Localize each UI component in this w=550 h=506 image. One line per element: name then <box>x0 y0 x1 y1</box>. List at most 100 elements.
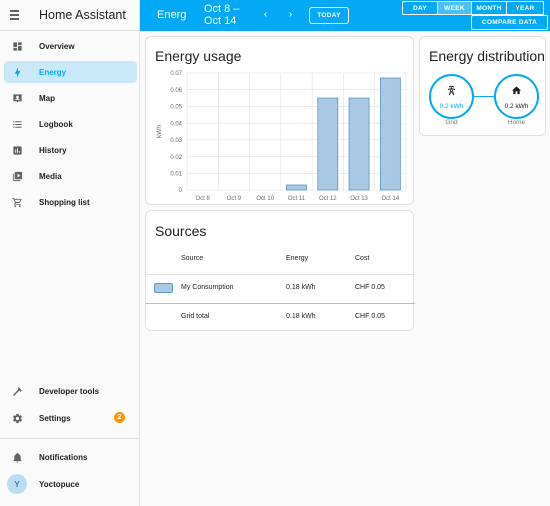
y-tick-label: 0.03 <box>170 138 182 144</box>
grid-value: 0.2 kWh <box>439 103 464 110</box>
sidebar-item-overview[interactable]: Overview <box>4 35 137 57</box>
chart-bar <box>317 97 339 191</box>
x-tick-label: Oct 14 <box>382 196 400 202</box>
history-chart-icon <box>6 145 28 156</box>
column-header-energy: Energy <box>286 255 309 262</box>
sidebar-item-label: Settings <box>39 413 71 423</box>
sidebar-item-settings[interactable]: Settings 2 <box>4 407 137 429</box>
sidebar-item-media[interactable]: Media <box>4 165 137 187</box>
sidebar-header: Home Assistant <box>0 0 139 31</box>
map-icon <box>6 93 28 104</box>
sources-card: Sources Source Energy Cost My Consumptio… <box>145 210 415 331</box>
card-title: Energy distribution <box>429 48 545 64</box>
x-tick-label: Oct 10 <box>256 196 274 202</box>
sidebar-item-label: Yoctopuce <box>39 479 80 489</box>
x-tick-label: Oct 11 <box>288 196 306 202</box>
compare-data-button[interactable]: COMPARE DATA <box>471 15 548 30</box>
home-label: Home <box>507 119 526 126</box>
avatar-wrapper: Y <box>6 474 28 494</box>
transmission-tower-icon <box>446 83 457 101</box>
dashboard-icon <box>6 41 28 52</box>
next-period-icon[interactable] <box>286 9 295 23</box>
top-app-bar: Energ Oct 8 – Oct 14 TODAY DAY WEEK MONT… <box>140 0 550 31</box>
period-week-button[interactable]: WEEK <box>438 2 472 14</box>
sidebar-item-label: Overview <box>39 41 75 51</box>
sidebar: Home Assistant Overview Energy Map Logbo… <box>0 0 140 506</box>
sidebar-item-logbook[interactable]: Logbook <box>4 113 137 135</box>
sidebar-item-label: Logbook <box>39 119 73 129</box>
y-tick-label: 0.02 <box>170 155 182 161</box>
page-title: Energ <box>157 9 187 21</box>
y-tick-label: 0.06 <box>170 88 182 94</box>
sidebar-item-map[interactable]: Map <box>4 87 137 109</box>
x-tick-label: Oct 12 <box>319 196 337 202</box>
hammer-icon <box>6 386 28 397</box>
total-energy: 0.18 kWh <box>286 313 316 320</box>
x-tick-label: Oct 8 <box>195 196 210 202</box>
avatar: Y <box>7 474 27 494</box>
sidebar-item-history[interactable]: History <box>4 139 137 161</box>
y-tick-label: 0.05 <box>170 105 182 111</box>
energy-distribution-card: Energy distribution 0.2 kWh Grid 0.2 kWh… <box>419 36 546 136</box>
source-energy: 0.18 kWh <box>286 284 316 291</box>
bell-icon <box>6 452 28 463</box>
home-value: 0.2 kWh <box>504 103 529 110</box>
chart-bar <box>379 77 401 191</box>
sidebar-item-label: Map <box>39 93 55 103</box>
y-tick-label: 0.07 <box>170 71 182 77</box>
sidebar-item-label: History <box>39 145 67 155</box>
period-year-button[interactable]: YEAR <box>515 4 535 12</box>
chart-bar <box>348 97 370 191</box>
chart-bar <box>286 184 307 191</box>
home-icon <box>511 83 522 101</box>
notification-badge: 2 <box>114 412 125 423</box>
total-cost: CHF 0.05 <box>355 313 385 320</box>
menu-icon[interactable] <box>10 10 26 20</box>
y-tick-label: 0.01 <box>170 171 182 177</box>
sidebar-item-developer-tools[interactable]: Developer tools <box>4 380 137 402</box>
sidebar-item-notifications[interactable]: Notifications <box>4 446 137 468</box>
source-color-swatch <box>154 283 173 293</box>
energy-usage-card: Energy usage 0 0.01 0.02 0.03 0.04 0.05 0.06 0.… <box>145 36 414 205</box>
logbook-icon <box>6 119 28 130</box>
sidebar-item-label: Media <box>39 171 62 181</box>
grid-node[interactable]: 0.2 kWh <box>429 74 474 119</box>
home-node[interactable]: 0.2 kWh <box>494 74 539 119</box>
sidebar-item-shopping-list[interactable]: Shopping list <box>4 191 137 213</box>
table-divider <box>146 303 415 304</box>
sidebar-item-label: Notifications <box>39 452 88 462</box>
source-name: My Consumption <box>181 284 234 291</box>
sidebar-item-label: Developer tools <box>39 386 100 396</box>
y-axis-label: kWh <box>156 125 163 138</box>
column-header-source: Source <box>181 255 204 262</box>
table-divider <box>146 274 415 275</box>
cart-icon <box>6 197 28 208</box>
app-title: Home Assistant <box>39 8 126 22</box>
sidebar-item-label: Energy <box>39 67 67 77</box>
period-selector: DAY WEEK MONTH YEAR <box>402 1 544 15</box>
energy-usage-chart: 0 0.01 0.02 0.03 0.04 0.05 0.06 0.07 kWh Oct 8 Oct… <box>156 71 407 202</box>
card-title: Energy usage <box>155 48 242 64</box>
sidebar-divider <box>0 438 139 439</box>
flow-line <box>474 96 494 97</box>
media-icon <box>6 171 28 182</box>
previous-period-icon[interactable] <box>261 9 270 23</box>
sidebar-item-profile[interactable]: Y Yoctopuce <box>4 473 137 495</box>
grid-label: Grid <box>445 119 458 126</box>
column-header-cost: Cost <box>355 255 370 262</box>
x-tick-label: Oct 9 <box>227 196 242 202</box>
y-tick-label: 0 <box>179 188 183 194</box>
source-cost: CHF 0.05 <box>355 284 385 291</box>
lightning-bolt-icon <box>6 66 28 78</box>
date-range-end: Oct 14 <box>204 15 237 27</box>
y-tick-label: 0.04 <box>170 121 182 127</box>
date-range: Oct 8 – Oct 14 <box>204 3 239 27</box>
date-range-start: Oct 8 – <box>204 3 240 15</box>
total-label: Grid total <box>181 313 210 320</box>
period-month-button[interactable]: MONTH <box>472 2 507 14</box>
sidebar-item-label: Shopping list <box>39 197 90 207</box>
period-day-button[interactable]: DAY <box>403 2 438 14</box>
sidebar-item-energy[interactable]: Energy <box>4 61 137 83</box>
today-button[interactable]: TODAY <box>309 7 349 24</box>
x-tick-label: Oct 13 <box>350 196 368 202</box>
